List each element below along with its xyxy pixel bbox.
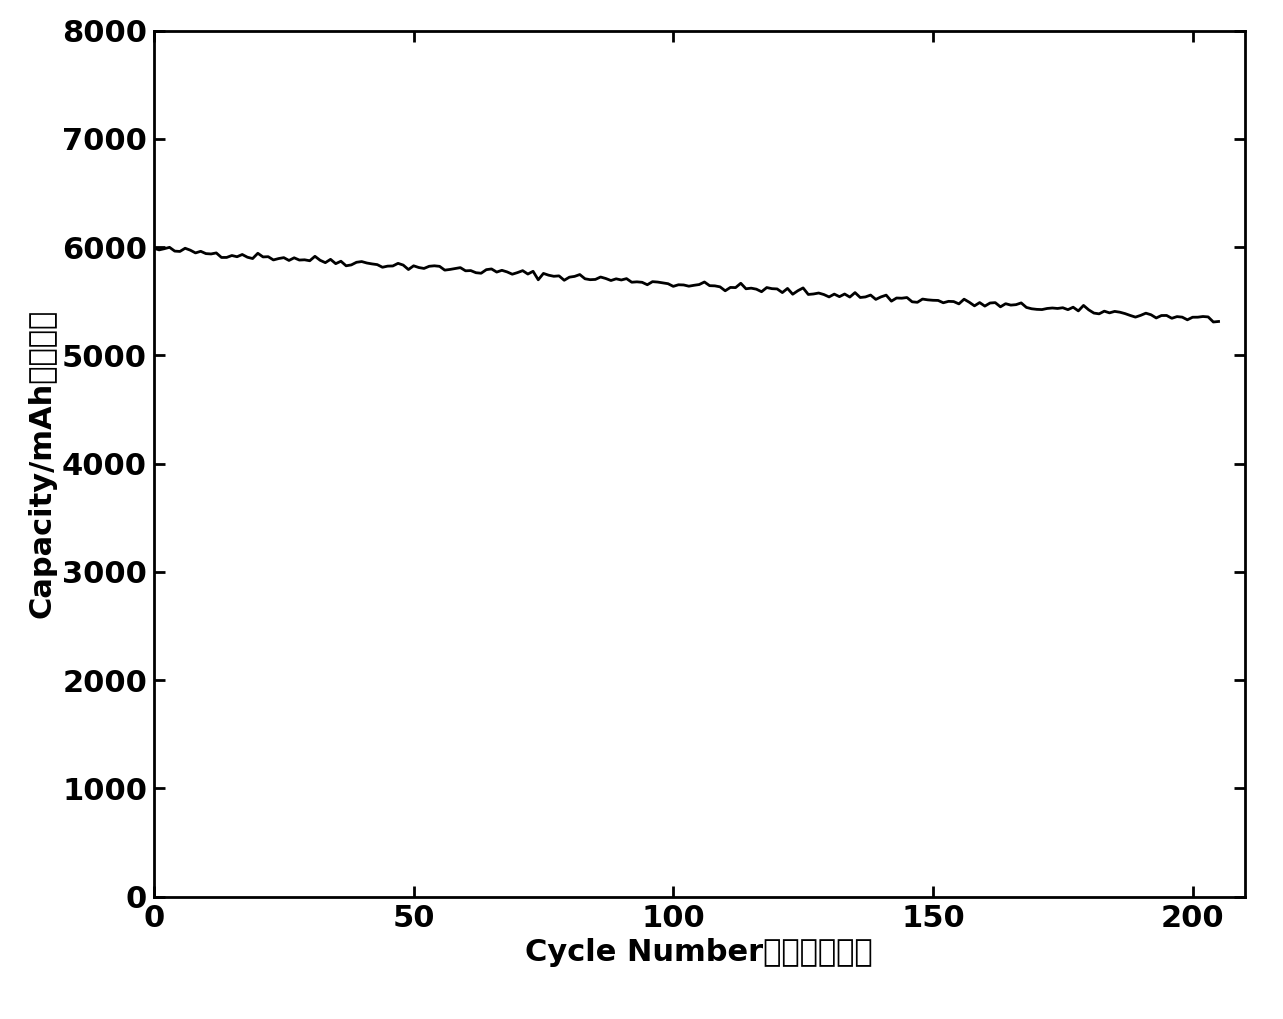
X-axis label: Cycle Number（循还次数）: Cycle Number（循还次数） bbox=[526, 938, 872, 967]
Y-axis label: Capacity/mAh（容量）: Capacity/mAh（容量） bbox=[27, 309, 56, 619]
